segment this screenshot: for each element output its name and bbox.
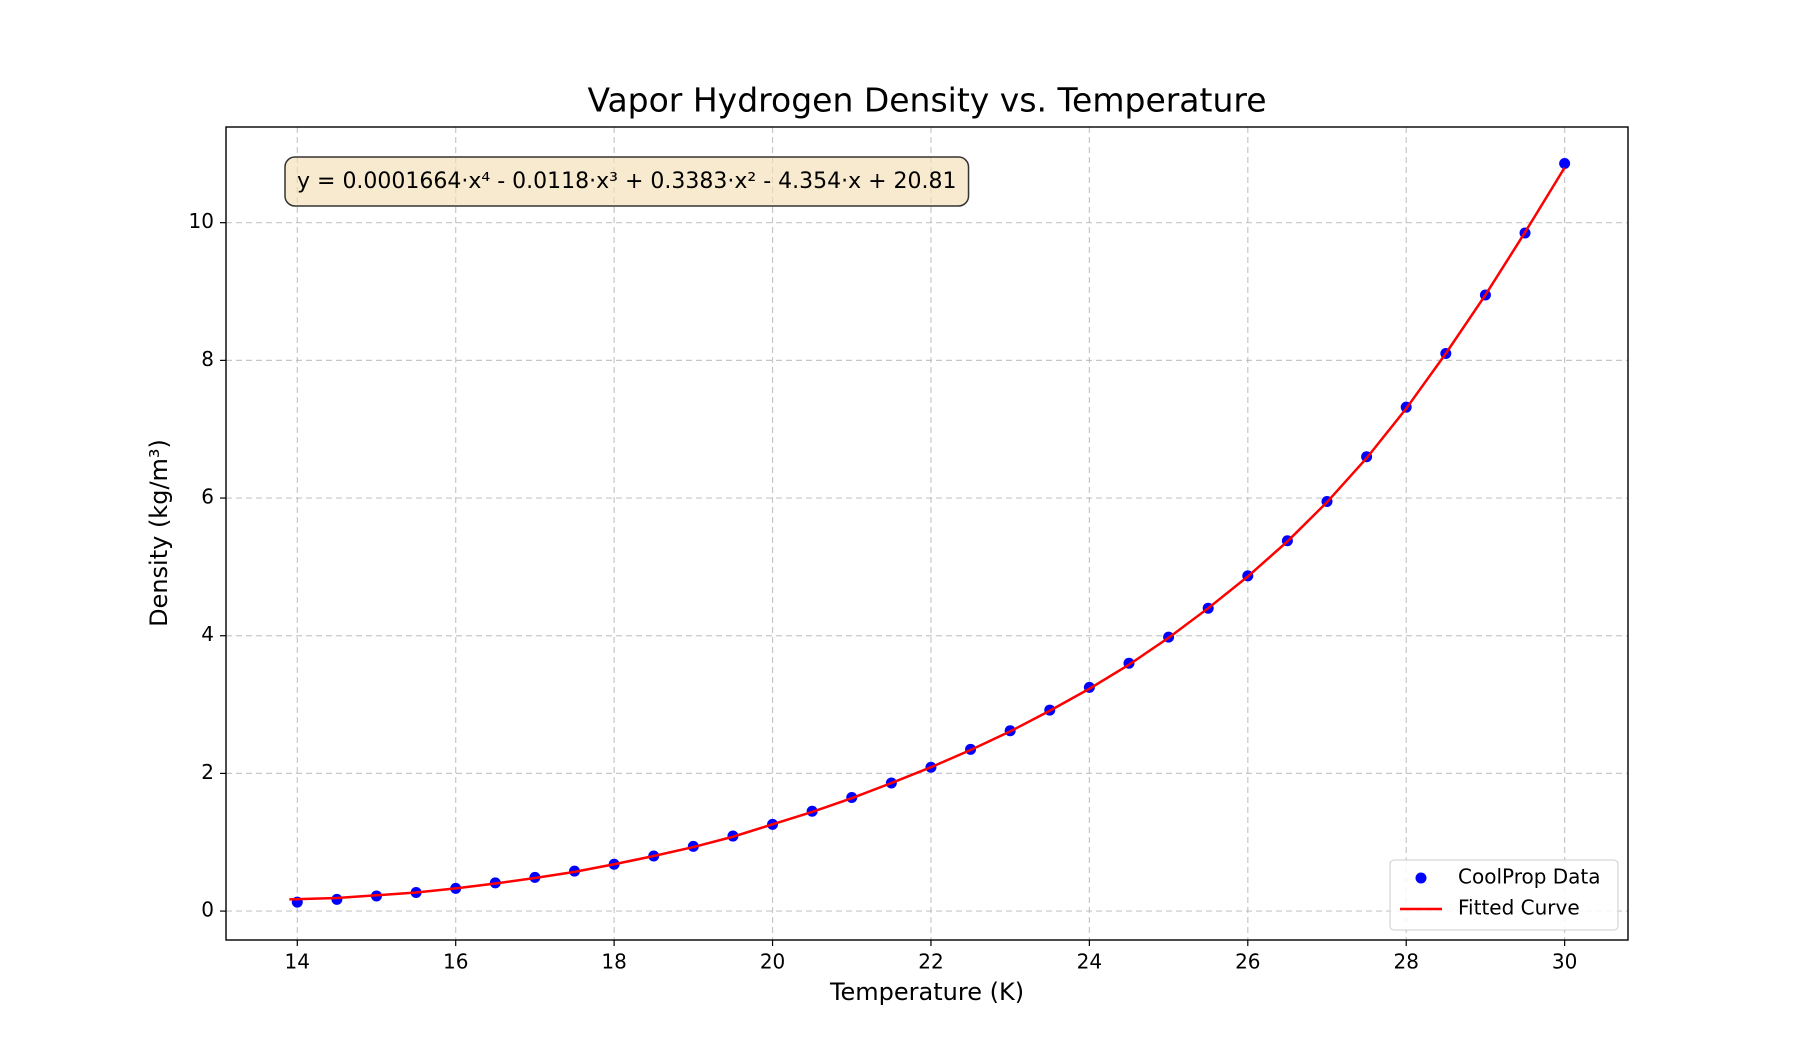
chart-title: Vapor Hydrogen Density vs. Temperature bbox=[587, 81, 1266, 120]
x-tick-label: 30 bbox=[1552, 950, 1577, 974]
fitted-line bbox=[289, 166, 1566, 901]
x-tick-label: 28 bbox=[1393, 950, 1418, 974]
x-tick-label: 18 bbox=[601, 950, 626, 974]
legend-label: CoolProp Data bbox=[1458, 865, 1601, 889]
equation-annotation: y = 0.0001664·x⁴ - 0.0118·x³ + 0.3383·x²… bbox=[297, 169, 957, 194]
x-tick-label: 14 bbox=[285, 950, 310, 974]
legend-box bbox=[1389, 859, 1619, 931]
x-tick-label: 20 bbox=[760, 950, 785, 974]
y-tick-label: 4 bbox=[201, 622, 214, 646]
y-tick-label: 10 bbox=[189, 209, 214, 233]
x-tick-label: 24 bbox=[1077, 950, 1102, 974]
legend-label: Fitted Curve bbox=[1458, 896, 1580, 920]
plot-frame bbox=[225, 126, 1629, 941]
y-tick-label: 2 bbox=[201, 760, 214, 784]
x-tick-label: 26 bbox=[1235, 950, 1260, 974]
data-point bbox=[331, 893, 343, 905]
annotation-box bbox=[284, 156, 970, 207]
y-axis-label: Density (kg/m³) bbox=[145, 439, 173, 627]
x-tick-label: 16 bbox=[443, 950, 468, 974]
y-tick-label: 6 bbox=[201, 485, 214, 509]
x-tick-label: 22 bbox=[918, 950, 943, 974]
x-axis-label: Temperature (K) bbox=[829, 978, 1024, 1006]
y-tick-label: 8 bbox=[201, 347, 214, 371]
legend-marker bbox=[1415, 872, 1427, 884]
data-point bbox=[1559, 157, 1571, 169]
y-tick-label: 0 bbox=[201, 898, 214, 922]
